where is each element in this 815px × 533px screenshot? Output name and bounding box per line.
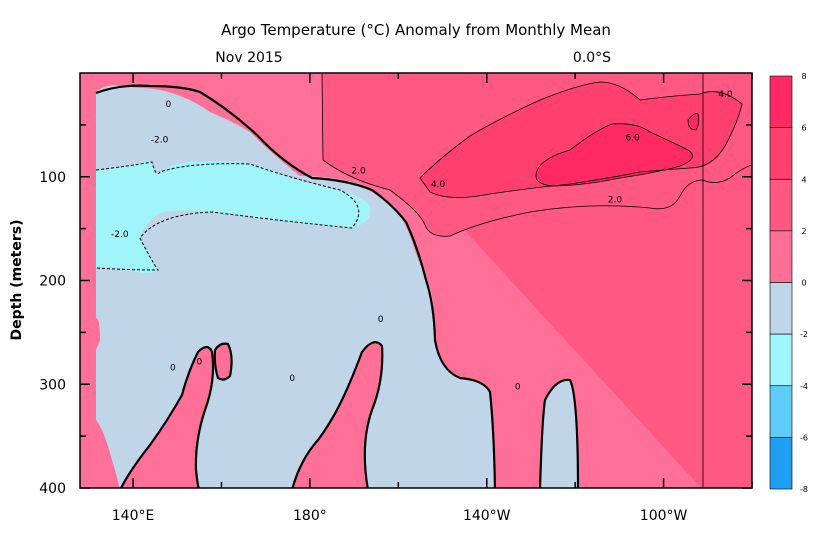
contour-zero-d — [291, 341, 384, 488]
deep-warm-5 — [96, 420, 120, 488]
colorbar-label: 4 — [801, 175, 806, 184]
contour-2-ridge — [321, 73, 324, 161]
contour-label: 0 — [197, 357, 203, 367]
colorbar-swatch — [769, 333, 793, 387]
y-tick-label: 400 — [39, 481, 66, 497]
contour-label: 0 — [378, 315, 384, 325]
contour-6-east — [687, 113, 700, 131]
colorbar-swatch — [769, 178, 793, 232]
colorbar-label: 0 — [801, 279, 806, 288]
axes: 140°E 180° 140°W 100°W 100 200 300 400 — [39, 73, 753, 524]
contour-label: 4.0 — [718, 90, 733, 100]
colorbar-label: 8 — [801, 72, 806, 81]
contour-zero-e — [213, 342, 233, 381]
contour-label: 6.0 — [625, 133, 640, 143]
y-tick-label: 100 — [39, 170, 66, 186]
contour-2 — [322, 159, 752, 237]
contour-label: -2.0 — [151, 135, 169, 145]
contour-label: 4.0 — [431, 180, 446, 190]
colorbar-swatch — [769, 75, 793, 128]
contour-label: 0 — [170, 364, 176, 374]
colorbar-label: 6 — [801, 124, 806, 133]
x-tick-label: 140°W — [463, 508, 511, 524]
y-axis-label: Depth (meters) — [9, 220, 25, 341]
colorbar-label: 2 — [801, 227, 806, 236]
contour-label: 2.0 — [608, 196, 623, 206]
colorbar-label: -2 — [800, 330, 808, 339]
contour-zero-b — [538, 378, 580, 488]
deep-warm-3 — [292, 342, 383, 488]
chart-latitude: 0.0°S — [573, 50, 611, 66]
colorbar-label: -6 — [800, 433, 808, 442]
band-6-to-8-east — [688, 113, 699, 130]
contour-label: 0 — [166, 100, 172, 110]
colorbar-swatch — [769, 437, 793, 490]
contour-4 — [419, 81, 743, 198]
colorbar-label: -8 — [800, 485, 808, 494]
deep-warm-2 — [214, 343, 232, 380]
contour-6 — [535, 123, 693, 187]
band-neg4-to-neg2 — [96, 161, 371, 273]
colorbar-swatch — [769, 127, 793, 180]
colorbar: 8 6 4 2 0 -2 -4 -6 -8 — [769, 72, 808, 494]
contour-zero — [95, 84, 497, 488]
contour-label: -2.0 — [111, 230, 129, 240]
chart-period: Nov 2015 — [215, 50, 282, 66]
x-tick-label: 100°W — [640, 508, 688, 524]
contour-zero-c — [119, 345, 215, 488]
contour-neg2 — [95, 161, 360, 271]
deep-warm-4 — [96, 318, 100, 350]
colorbar-swatch — [769, 385, 793, 438]
chart-title: Argo Temperature (°C) Anomaly from Month… — [221, 21, 611, 39]
contour-field — [80, 73, 752, 488]
contour-label: 2.0 — [351, 167, 366, 177]
x-tick-label: 140°E — [112, 508, 155, 524]
y-tick-label: 300 — [39, 377, 66, 393]
colorbar-label: -4 — [800, 382, 808, 391]
x-tick-label: 180° — [293, 508, 327, 524]
y-tick-label: 200 — [39, 274, 66, 290]
colorbar-swatch — [769, 230, 793, 283]
contour-label: 0 — [289, 374, 295, 384]
band-6-to-8 — [536, 123, 693, 186]
colorbar-swatch — [769, 282, 793, 335]
contour-labels: 0 -2.0 2.0 4.0 6.0 4.0 2.0 -2.0 0 0 0 0 0 — [111, 90, 733, 393]
contour-label: 0 — [515, 382, 521, 392]
